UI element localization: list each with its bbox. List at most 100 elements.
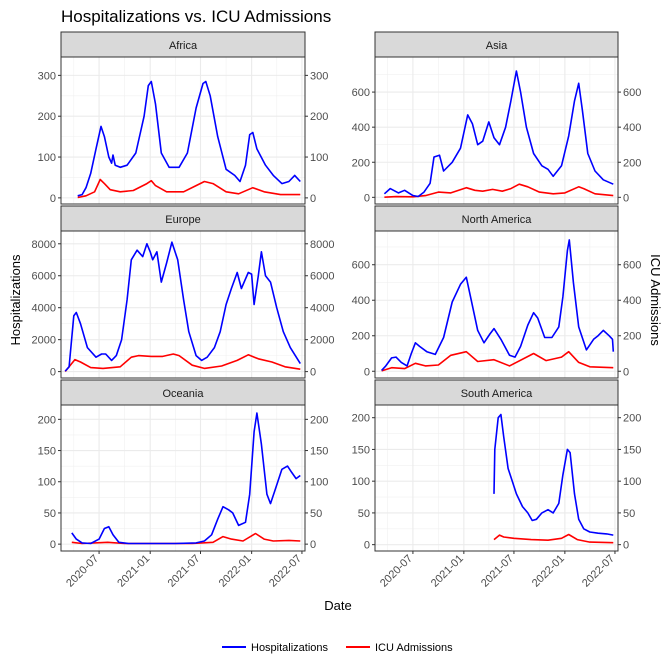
y2-tick-label: 50 bbox=[310, 508, 322, 520]
y2-tick-label: 600 bbox=[623, 87, 641, 99]
line-hospitalizations-north-america bbox=[381, 239, 615, 371]
y2-tick-label: 300 bbox=[310, 70, 328, 82]
line-hospitalizations-europe bbox=[64, 241, 301, 372]
y-tick-label: 0 bbox=[50, 367, 56, 379]
plot-area-north-america bbox=[375, 231, 618, 378]
line-hospitalizations-asia bbox=[383, 70, 614, 198]
y-tick-label: 200 bbox=[352, 331, 370, 343]
y-tick-label: 4000 bbox=[32, 303, 56, 315]
line-hospitalizations-africa bbox=[77, 80, 301, 197]
y2-tick-label: 6000 bbox=[310, 271, 334, 283]
y-tick-label: 150 bbox=[38, 446, 56, 458]
chart-title: Hospitalizations vs. ICU Admissions bbox=[61, 7, 331, 26]
y2-tick-label: 100 bbox=[310, 152, 328, 164]
y-tick-label: 8000 bbox=[32, 239, 56, 251]
y-tick-label: 0 bbox=[364, 366, 370, 378]
line-icu-asia bbox=[384, 183, 614, 198]
panel-border-asia bbox=[374, 56, 619, 205]
plot-area-oceania bbox=[61, 405, 305, 551]
y2-tick-label: 0 bbox=[310, 193, 316, 205]
line-icu-europe bbox=[64, 353, 301, 373]
y-tick-label: 0 bbox=[50, 539, 56, 551]
y2-tick-label: 400 bbox=[623, 122, 641, 134]
y2-tick-label: 4000 bbox=[310, 303, 334, 315]
y-tick-label: 6000 bbox=[32, 271, 56, 283]
strip-oceania bbox=[60, 379, 306, 406]
y-tick-label: 0 bbox=[50, 193, 56, 205]
strip-label-oceania: Oceania bbox=[163, 388, 205, 400]
y2-tick-label: 0 bbox=[310, 539, 316, 551]
line-icu-oceania bbox=[71, 532, 301, 545]
y2-tick-label: 0 bbox=[310, 367, 316, 379]
y-tick-label: 200 bbox=[38, 111, 56, 123]
x-tick-label: 2021-07 bbox=[166, 553, 203, 590]
panel-asia: Asia 0 0 200 200 400 400 600 600 bbox=[352, 31, 641, 205]
line-icu-south-america bbox=[493, 533, 614, 544]
y-tick-label: 100 bbox=[38, 477, 56, 489]
y2-tick-label: 200 bbox=[310, 414, 328, 426]
panels: Africa 0 0 100 100 200 200 300 300 Asia 0 0 200 200 40… bbox=[32, 31, 641, 590]
x-tick-label: 2020-07 bbox=[378, 553, 415, 590]
y-tick-label: 200 bbox=[352, 413, 370, 425]
panel-border-europe bbox=[60, 230, 306, 379]
y-tick-label: 150 bbox=[352, 444, 370, 456]
y-tick-label: 600 bbox=[352, 87, 370, 99]
y2-tick-label: 150 bbox=[310, 446, 328, 458]
x-tick-label: 2020-07 bbox=[64, 553, 101, 590]
y-tick-label: 200 bbox=[352, 157, 370, 169]
panel-europe: Europe 0 0 2000 2000 4000 4000 6000 6000 8000 8000 bbox=[32, 205, 334, 379]
line-hospitalizations-oceania bbox=[71, 412, 301, 545]
x-tick-label: 2022-01 bbox=[217, 553, 254, 590]
plot-area-africa bbox=[61, 57, 305, 204]
x-axis-title: Date bbox=[324, 598, 351, 613]
strip-label-europe: Europe bbox=[165, 214, 200, 226]
y2-tick-label: 400 bbox=[623, 295, 641, 307]
y-tick-label: 50 bbox=[44, 508, 56, 520]
line-hospitalizations-south-america bbox=[493, 413, 614, 536]
panel-south-america: South America 0 0 50 50 100 100 150 150 200 200 202… bbox=[352, 379, 641, 590]
plot-area-asia bbox=[375, 57, 618, 204]
legend-label-icu-admissions: ICU Admissions bbox=[375, 642, 453, 654]
strip-label-north-america: North America bbox=[462, 214, 533, 226]
strip-europe bbox=[60, 205, 306, 232]
y-tick-label: 300 bbox=[38, 70, 56, 82]
panel-border-north-america bbox=[374, 230, 619, 379]
y2-tick-label: 0 bbox=[623, 192, 629, 204]
y-tick-label: 200 bbox=[38, 414, 56, 426]
strip-label-africa: Africa bbox=[169, 40, 198, 52]
y2-tick-label: 2000 bbox=[310, 335, 334, 347]
x-tick-label: 2021-01 bbox=[429, 553, 466, 590]
panel-border-oceania bbox=[60, 404, 306, 552]
x-tick-label: 2021-01 bbox=[115, 553, 152, 590]
y2-tick-label: 200 bbox=[623, 413, 641, 425]
strip-label-asia: Asia bbox=[486, 40, 508, 52]
y2-tick-label: 100 bbox=[310, 477, 328, 489]
panel-oceania: Oceania 0 0 50 50 100 100 150 150 200 200 2020-07 20… bbox=[38, 379, 328, 590]
panel-africa: Africa 0 0 100 100 200 200 300 300 bbox=[38, 31, 328, 205]
strip-north-america bbox=[374, 205, 619, 232]
y2-tick-label: 100 bbox=[623, 476, 641, 488]
panel-north-america: North America 0 0 200 200 400 400 600 600 bbox=[352, 205, 641, 379]
y-tick-label: 0 bbox=[364, 540, 370, 552]
y2-tick-label: 600 bbox=[623, 260, 641, 272]
panel-border-africa bbox=[60, 56, 306, 205]
y-tick-label: 2000 bbox=[32, 335, 56, 347]
y-axis-title: Hospitalizations bbox=[8, 254, 23, 346]
y-tick-label: 400 bbox=[352, 122, 370, 134]
y2-tick-label: 50 bbox=[623, 508, 635, 520]
line-icu-north-america bbox=[381, 350, 614, 372]
y-tick-label: 50 bbox=[358, 508, 370, 520]
x-tick-label: 2022-07 bbox=[580, 553, 617, 590]
x-tick-label: 2022-07 bbox=[267, 553, 304, 590]
y2-tick-label: 0 bbox=[623, 540, 629, 552]
strip-asia bbox=[374, 31, 619, 58]
legend-label-hospitalizations: Hospitalizations bbox=[251, 642, 329, 654]
y2-tick-label: 0 bbox=[623, 366, 629, 378]
y2-tick-label: 200 bbox=[310, 111, 328, 123]
y-tick-label: 600 bbox=[352, 260, 370, 272]
y-tick-label: 0 bbox=[364, 192, 370, 204]
strip-label-south-america: South America bbox=[461, 388, 533, 400]
y-tick-label: 100 bbox=[352, 476, 370, 488]
x-tick-label: 2022-01 bbox=[530, 553, 567, 590]
y2-tick-label: 200 bbox=[623, 331, 641, 343]
